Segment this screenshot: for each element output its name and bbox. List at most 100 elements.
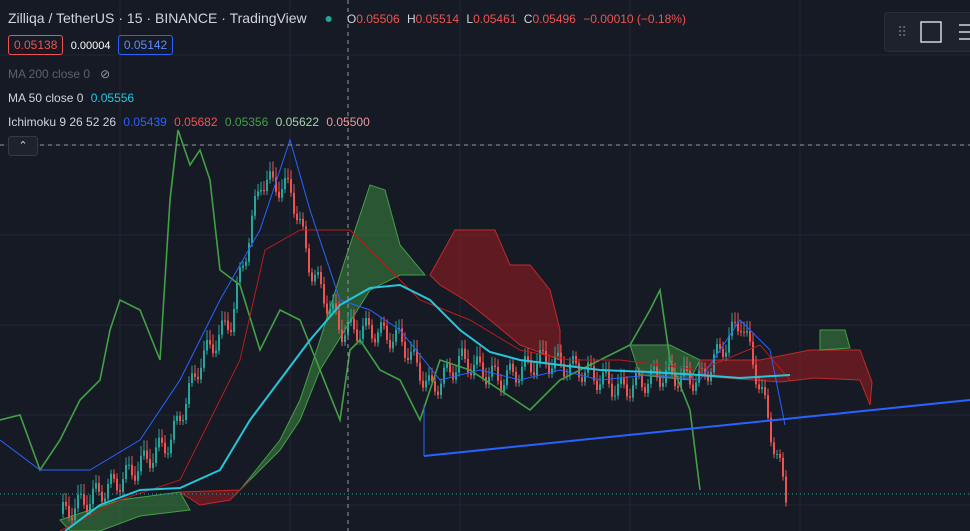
candle-body: [203, 350, 205, 368]
candle-body: [263, 189, 265, 192]
spread: 0.00004: [70, 40, 111, 52]
indicator-value: 0.05439: [123, 115, 167, 129]
candle-body: [443, 367, 445, 384]
candle-body: [374, 338, 376, 343]
candle-body: [563, 363, 565, 377]
candle-body: [395, 329, 397, 342]
candle-body: [785, 476, 787, 503]
candle-body: [389, 339, 391, 349]
candle-body: [731, 321, 733, 336]
select-tool[interactable]: [920, 21, 942, 43]
toolbar: ⠿: [884, 12, 970, 52]
candle-body: [251, 215, 253, 244]
candle-body: [779, 454, 781, 458]
ohlc: O0.05506 H0.05514 L0.05461 C0.05496 −0.0…: [347, 12, 690, 26]
candle-body: [290, 179, 292, 193]
candle-body: [500, 380, 502, 392]
candle-body: [365, 318, 367, 326]
candle-body: [218, 334, 220, 351]
candle-body: [197, 376, 199, 380]
candle-body: [221, 320, 223, 335]
candle-body: [422, 380, 424, 388]
candle-body: [437, 391, 439, 395]
candle-body: [461, 348, 463, 357]
candle-body: [680, 376, 682, 388]
status-dot: ●: [324, 10, 333, 26]
candle-body: [614, 395, 616, 397]
ask[interactable]: 0.05142: [117, 35, 174, 55]
candle-body: [170, 439, 172, 454]
candle-body: [257, 191, 259, 197]
candle-body: [404, 341, 406, 358]
candle-body: [650, 369, 652, 384]
candle-body: [410, 351, 412, 360]
symbol: Zilliqa / TetherUS: [8, 10, 115, 26]
candle-body: [425, 380, 427, 388]
candle-body: [761, 387, 763, 390]
candle-body: [551, 368, 553, 374]
candle-body: [83, 493, 85, 505]
candle-body: [632, 385, 634, 398]
candle-body: [137, 471, 139, 481]
candle-body: [458, 356, 460, 373]
candle-body: [206, 340, 208, 351]
candle-body: [479, 356, 481, 363]
cloud-green: [59, 491, 191, 531]
bid[interactable]: 0.05138: [8, 35, 64, 55]
candle-body: [518, 380, 520, 383]
candle-body: [620, 378, 622, 384]
candle-body: [131, 464, 133, 476]
indicator-ichimoku: Ichimoku 9 26 52 26 0.05439 0.05682 0.05…: [8, 115, 374, 129]
candle-body: [440, 383, 442, 395]
exchange: BINANCE: [155, 10, 218, 26]
candle-body: [173, 420, 175, 440]
candle-body: [629, 396, 631, 398]
candle-body: [449, 363, 451, 373]
o-label: O: [346, 12, 357, 26]
candle-body: [287, 177, 289, 180]
candle-body: [299, 218, 301, 221]
candle-body: [128, 464, 130, 466]
candle-body: [332, 303, 334, 310]
candle-body: [725, 352, 727, 357]
candle-body: [158, 437, 160, 448]
c: 0.05496: [532, 12, 576, 26]
candle-body: [536, 363, 538, 376]
drag-handle[interactable]: ⠿: [897, 24, 907, 40]
candle-body: [281, 189, 283, 198]
indicator-value: 0.05622: [275, 115, 320, 129]
candle-body: [542, 350, 544, 352]
candle-body: [236, 282, 238, 310]
ma-50: [64, 283, 791, 531]
candles: [62, 161, 787, 525]
candle-body: [368, 318, 370, 326]
indicator-value: 0.05500: [326, 115, 370, 129]
menu-button[interactable]: [959, 24, 970, 40]
candle-body: [707, 375, 709, 382]
l: 0.05461: [473, 12, 517, 26]
candle-body: [356, 329, 358, 341]
hidden-icon[interactable]: ⊘: [100, 67, 111, 81]
candle-body: [113, 473, 115, 479]
trend-line: [423, 399, 970, 457]
collapse-button[interactable]: ⌃: [8, 136, 38, 156]
candle-body: [746, 330, 748, 333]
candle-body: [758, 384, 760, 390]
cloud-red: [699, 349, 873, 406]
candle-body: [743, 331, 745, 333]
candle-body: [662, 383, 664, 387]
candle-body: [119, 490, 121, 492]
candle-body: [152, 462, 154, 468]
candle-body: [764, 387, 766, 396]
candle-body: [140, 455, 142, 472]
candle-body: [401, 328, 403, 342]
candle-body: [416, 349, 418, 363]
indicator-name: MA 200 close 0: [8, 67, 91, 81]
candle-body: [149, 459, 151, 468]
candle-body: [125, 465, 127, 480]
candle-body: [644, 387, 646, 393]
candle-body: [317, 272, 319, 275]
candle-body: [722, 348, 724, 357]
